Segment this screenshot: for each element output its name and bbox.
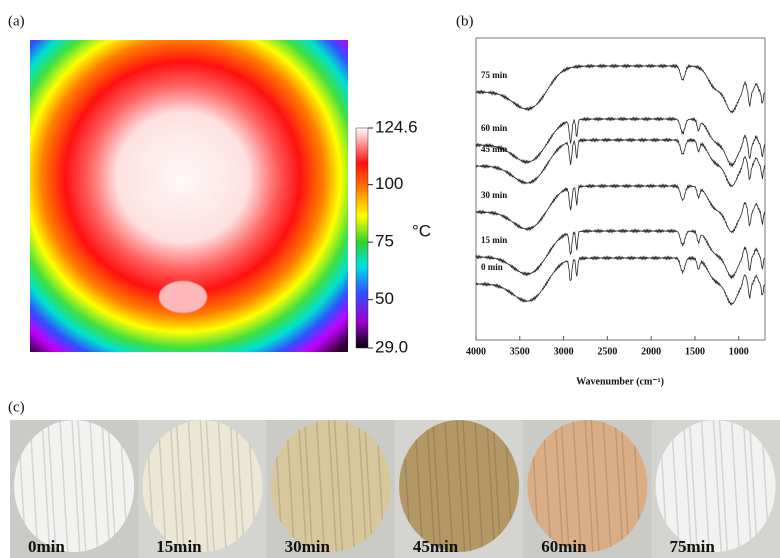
x-tick-label: 1500 xyxy=(685,346,705,357)
colorbar-tick-label: 29.0 xyxy=(375,337,408,356)
spectrum-curve xyxy=(476,230,765,278)
hot-spot xyxy=(159,281,207,313)
colorbar xyxy=(356,128,368,348)
sample-label: 75min xyxy=(670,537,716,556)
curve-label: 15 min xyxy=(481,235,507,245)
sample-disc xyxy=(656,420,776,552)
unit-label: °C xyxy=(412,221,431,240)
colorbar-tick-label: 75 xyxy=(375,232,394,251)
sample-disc xyxy=(271,420,391,552)
spectrum-curve xyxy=(476,257,765,305)
figure: (a) °C (b) Wavenumber (cm⁻¹) (c) 124.6 10… xyxy=(0,0,780,558)
sample-disc xyxy=(527,420,647,552)
x-tick-label: 2000 xyxy=(641,346,661,357)
colorbar-tick-label: 100 xyxy=(375,174,403,193)
sample-label: 30min xyxy=(285,537,331,556)
x-axis-label: Wavenumber (cm⁻¹) xyxy=(576,376,664,387)
x-tick-label: 1000 xyxy=(729,346,749,357)
sample-label: 15min xyxy=(156,537,202,556)
sample-disc xyxy=(399,420,519,552)
curve-label: 45 min xyxy=(481,144,507,154)
curve-label: 30 min xyxy=(481,190,507,200)
panel-label: (a) xyxy=(8,13,25,29)
sample-disc xyxy=(14,420,134,552)
sample-label: 60min xyxy=(541,537,587,556)
panel-label: (c) xyxy=(8,399,25,415)
curve-label: 75 min xyxy=(481,70,507,80)
spectrum-curve xyxy=(476,185,765,233)
plot-frame xyxy=(476,38,765,340)
x-tick-label: 2500 xyxy=(597,346,617,357)
colorbar-tick-label: 50 xyxy=(375,289,394,308)
sample-disc xyxy=(142,420,262,552)
x-tick-label: 4000 xyxy=(466,346,486,357)
x-tick-label: 3000 xyxy=(554,346,574,357)
spectrum-curve xyxy=(476,65,765,113)
sample-label: 0min xyxy=(28,537,65,556)
panel-label: (b) xyxy=(456,13,474,29)
curve-label: 0 min xyxy=(481,262,503,272)
curve-label: 60 min xyxy=(481,123,507,133)
sample-label: 45min xyxy=(413,537,459,556)
colorbar-tick-label: 124.6 xyxy=(375,117,418,136)
x-tick-label: 3500 xyxy=(510,346,530,357)
spectrum-curve xyxy=(476,118,765,166)
